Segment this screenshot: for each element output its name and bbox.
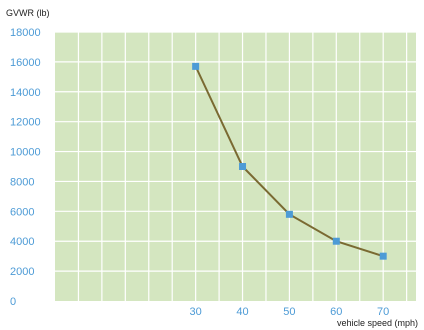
- y-tick-label: 10000: [10, 147, 41, 159]
- x-tick-label: 30: [190, 306, 202, 318]
- y-tick-label: 14000: [10, 87, 41, 99]
- x-tick-label: 40: [236, 306, 248, 318]
- y-tick-label: 16000: [10, 57, 41, 69]
- x-tick-label: 70: [377, 306, 389, 318]
- y-tick-label: 18000: [10, 27, 41, 39]
- data-point-marker: [332, 237, 340, 245]
- y-tick-label: 2000: [10, 266, 34, 278]
- x-tick-label: 50: [283, 306, 295, 318]
- tick-labels: 0 2000 4000 6000 8000 10000 12000 14000 16000 180…: [10, 27, 389, 318]
- x-tick-label: 60: [330, 306, 342, 318]
- y-tick-label: 4000: [10, 236, 34, 248]
- y-tick-label: 0: [10, 296, 16, 308]
- y-tick-label: 8000: [10, 176, 34, 188]
- y-tick-label: 12000: [10, 117, 41, 129]
- y-tick-label: 6000: [10, 206, 34, 218]
- series: [192, 62, 387, 260]
- data-point-marker: [239, 163, 247, 170]
- x-axis-title: vehicle speed (mph): [336, 318, 418, 328]
- data-point-marker: [285, 210, 293, 218]
- data-point-marker: [379, 252, 387, 260]
- data-point-marker: [192, 62, 200, 70]
- plot-area: [55, 32, 416, 301]
- y-axis-title: GVWR (lb): [6, 8, 50, 18]
